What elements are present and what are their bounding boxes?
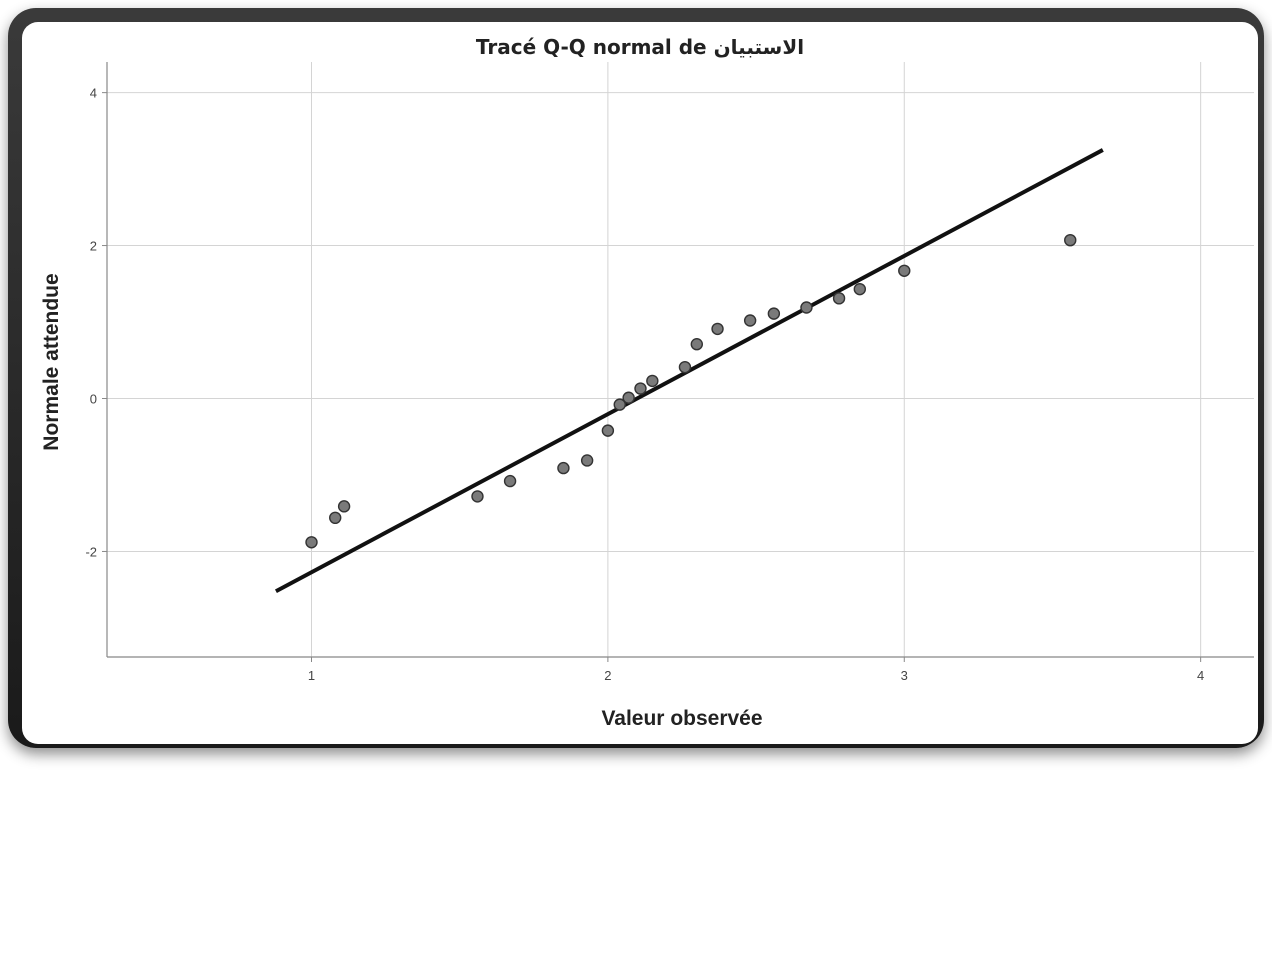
data-point [800,301,813,314]
data-point [622,391,635,404]
x-tick-label: 2 [604,668,611,683]
data-point [646,374,659,388]
data-point [601,424,615,437]
x-tick-label: 4 [1197,668,1204,683]
data-point [613,398,626,411]
data-point [634,382,647,395]
data-point [329,511,342,525]
data-point [580,454,594,467]
x-axis-label: Valeur observée [601,707,762,730]
data-point [690,338,704,351]
data-point [337,500,351,513]
data-point [471,490,484,503]
data-point [832,292,846,305]
y-tick-label: 4 [90,86,97,101]
qq-plot: 1 2 3 4 -2 0 2 4 Tracé Q-Q normal de الاستبيان Va… [40,35,1254,730]
data-point [678,360,692,374]
data-point [743,314,757,327]
data-point [557,461,570,475]
chart-panel: 1 2 3 4 -2 0 2 4 Tracé Q-Q normal de الاستبيان Va… [22,22,1258,744]
y-tick-label: -2 [85,544,97,559]
data-point [1064,233,1077,247]
data-point [898,264,911,277]
y-axis-label: Normale attendue [40,273,63,450]
data-point [853,282,867,296]
data-point [503,474,517,488]
y-tick-label: 0 [90,392,97,407]
data-point [711,322,724,336]
chart-title: Tracé Q-Q normal de الاستبيان [476,35,804,59]
x-tick-label: 3 [901,668,908,683]
y-tick-label: 2 [90,239,97,254]
x-tick-label: 1 [308,668,315,683]
data-point [305,536,318,549]
data-point [767,307,781,320]
